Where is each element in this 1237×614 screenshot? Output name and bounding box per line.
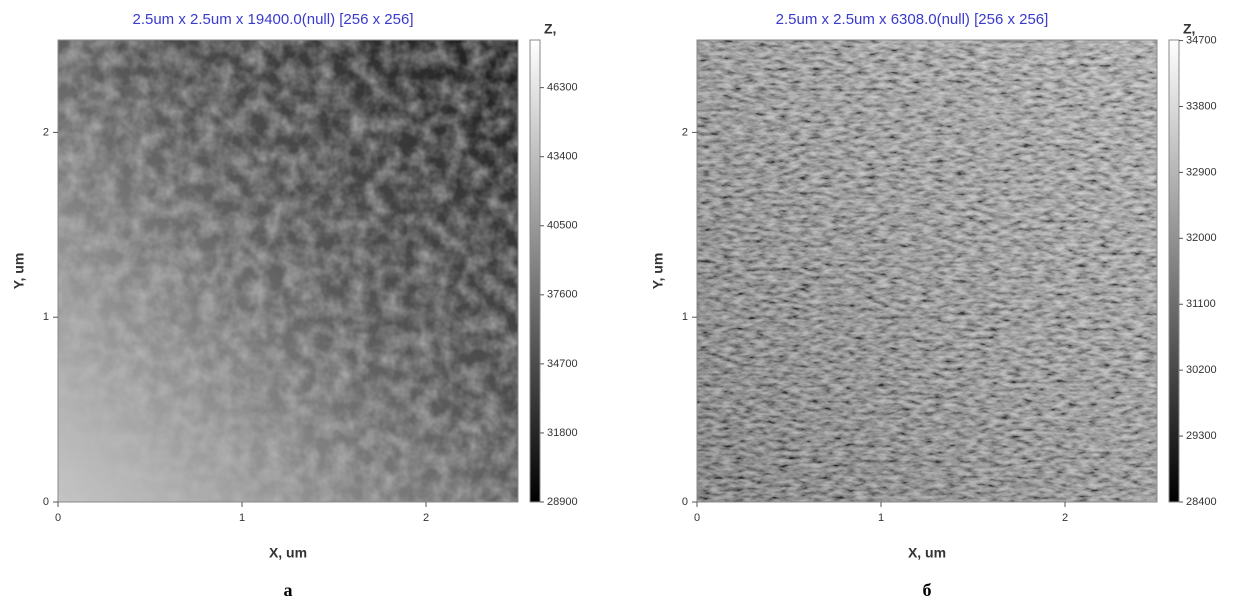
x-axis-label: X, um xyxy=(269,545,307,561)
afm-texture xyxy=(58,40,518,502)
colorbar-tick-label: 30200 xyxy=(1186,364,1217,376)
colorbar-label: Z, xyxy=(1183,21,1195,37)
caption: б xyxy=(923,580,932,600)
colorbar-tick-label: 32900 xyxy=(1186,166,1217,178)
y-tick-label: 1 xyxy=(43,311,49,323)
x-axis-label: X, um xyxy=(908,545,946,561)
panel-title: 2.5um x 2.5um x 19400.0(null) [256 x 256… xyxy=(132,11,413,28)
colorbar-label: Z, xyxy=(544,21,556,37)
colorbar xyxy=(1168,39,1180,503)
caption: а xyxy=(284,580,293,600)
colorbar-tick-label: 31100 xyxy=(1186,298,1216,310)
colorbar-tick-label: 37600 xyxy=(547,289,578,301)
y-axis-label: Y, um xyxy=(11,253,27,290)
afm-texture xyxy=(697,40,1157,502)
y-tick-label: 0 xyxy=(682,496,688,508)
y-tick-label: 2 xyxy=(43,126,49,138)
colorbar-tick-label: 32000 xyxy=(1186,232,1217,244)
colorbar-tick-label: 29300 xyxy=(1186,430,1217,442)
x-tick-label: 2 xyxy=(423,512,429,524)
x-tick-label: 1 xyxy=(239,512,245,524)
x-tick-label: 1 xyxy=(878,512,884,524)
colorbar-tick-label: 46300 xyxy=(547,82,578,94)
plot-frame xyxy=(696,39,1158,503)
x-tick-label: 2 xyxy=(1062,512,1068,524)
colorbar-tick-label: 28400 xyxy=(1186,496,1217,508)
x-tick-label: 0 xyxy=(694,512,700,524)
plot-frame xyxy=(57,39,519,503)
colorbar-tick-label: 43400 xyxy=(547,151,578,163)
colorbar-tick-label: 31800 xyxy=(547,427,578,439)
colorbar-tick-label: 34700 xyxy=(1186,34,1217,46)
colorbar-tick-label: 28900 xyxy=(547,496,578,508)
y-tick-label: 1 xyxy=(682,311,688,323)
x-tick-label: 0 xyxy=(55,512,61,524)
panel-title: 2.5um x 2.5um x 6308.0(null) [256 x 256] xyxy=(776,11,1049,28)
colorbar-tick-label: 33800 xyxy=(1186,100,1217,112)
y-tick-label: 0 xyxy=(43,496,49,508)
y-tick-label: 2 xyxy=(682,126,688,138)
colorbar xyxy=(529,39,541,503)
colorbar-tick-label: 40500 xyxy=(547,220,578,232)
y-axis-label: Y, um xyxy=(650,253,666,290)
colorbar-tick-label: 34700 xyxy=(547,358,578,370)
